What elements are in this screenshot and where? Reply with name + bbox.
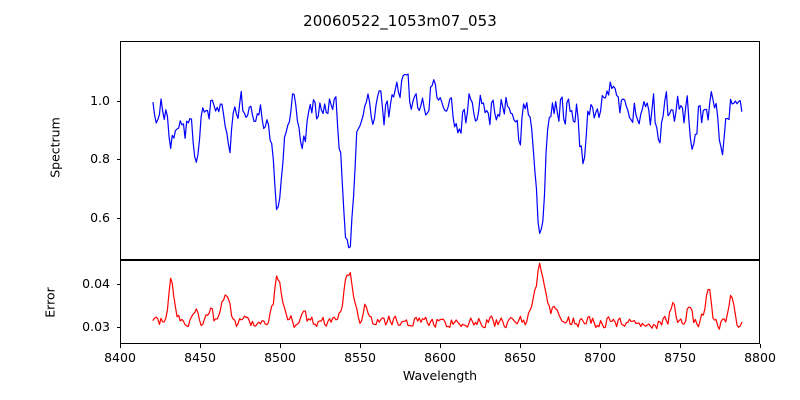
x-tick-mark xyxy=(279,344,281,348)
x-tick-label: 8800 xyxy=(744,350,776,365)
x-tick-label: 8650 xyxy=(504,350,536,365)
x-tick-mark xyxy=(359,344,361,348)
x-tick-label: 8500 xyxy=(264,350,296,365)
y-error-tick-label: 0.03 xyxy=(82,319,110,335)
y-spectrum-tick-mark xyxy=(116,159,120,161)
x-tick-mark xyxy=(599,344,601,348)
y-error-tick-mark xyxy=(116,284,120,286)
page-title: 20060522_1053m07_053 xyxy=(303,12,497,30)
error-plot-area xyxy=(152,262,743,330)
y-axis-label-error: Error xyxy=(42,287,58,318)
y-spectrum-tick-label: 1.0 xyxy=(90,92,110,108)
x-tick-label: 8400 xyxy=(104,350,136,365)
x-tick-label: 8600 xyxy=(424,350,456,365)
y-error-tick-label: 0.04 xyxy=(82,276,110,292)
spectrum-plot-area xyxy=(152,73,743,249)
x-tick-label: 8450 xyxy=(184,350,216,365)
x-tick-mark xyxy=(439,344,441,348)
x-tick-label: 8750 xyxy=(664,350,696,365)
x-tick-label: 8700 xyxy=(584,350,616,365)
error-line xyxy=(152,262,743,330)
y-error-tick-mark xyxy=(116,327,120,329)
error-panel xyxy=(120,260,760,344)
y-spectrum-tick-mark xyxy=(116,217,120,219)
y-spectrum-tick-label: 0.6 xyxy=(90,209,110,225)
y-spectrum-tick-label: 0.8 xyxy=(90,151,110,167)
x-tick-mark xyxy=(759,344,761,348)
spectrum-panel xyxy=(120,41,760,260)
x-tick-mark xyxy=(119,344,121,348)
x-tick-mark xyxy=(679,344,681,348)
spectrum-line xyxy=(152,73,743,249)
x-tick-mark xyxy=(199,344,201,348)
x-axis-label: Wavelength xyxy=(402,368,478,383)
x-tick-label: 8550 xyxy=(344,350,376,365)
y-spectrum-tick-mark xyxy=(116,100,120,102)
x-tick-mark xyxy=(519,344,521,348)
